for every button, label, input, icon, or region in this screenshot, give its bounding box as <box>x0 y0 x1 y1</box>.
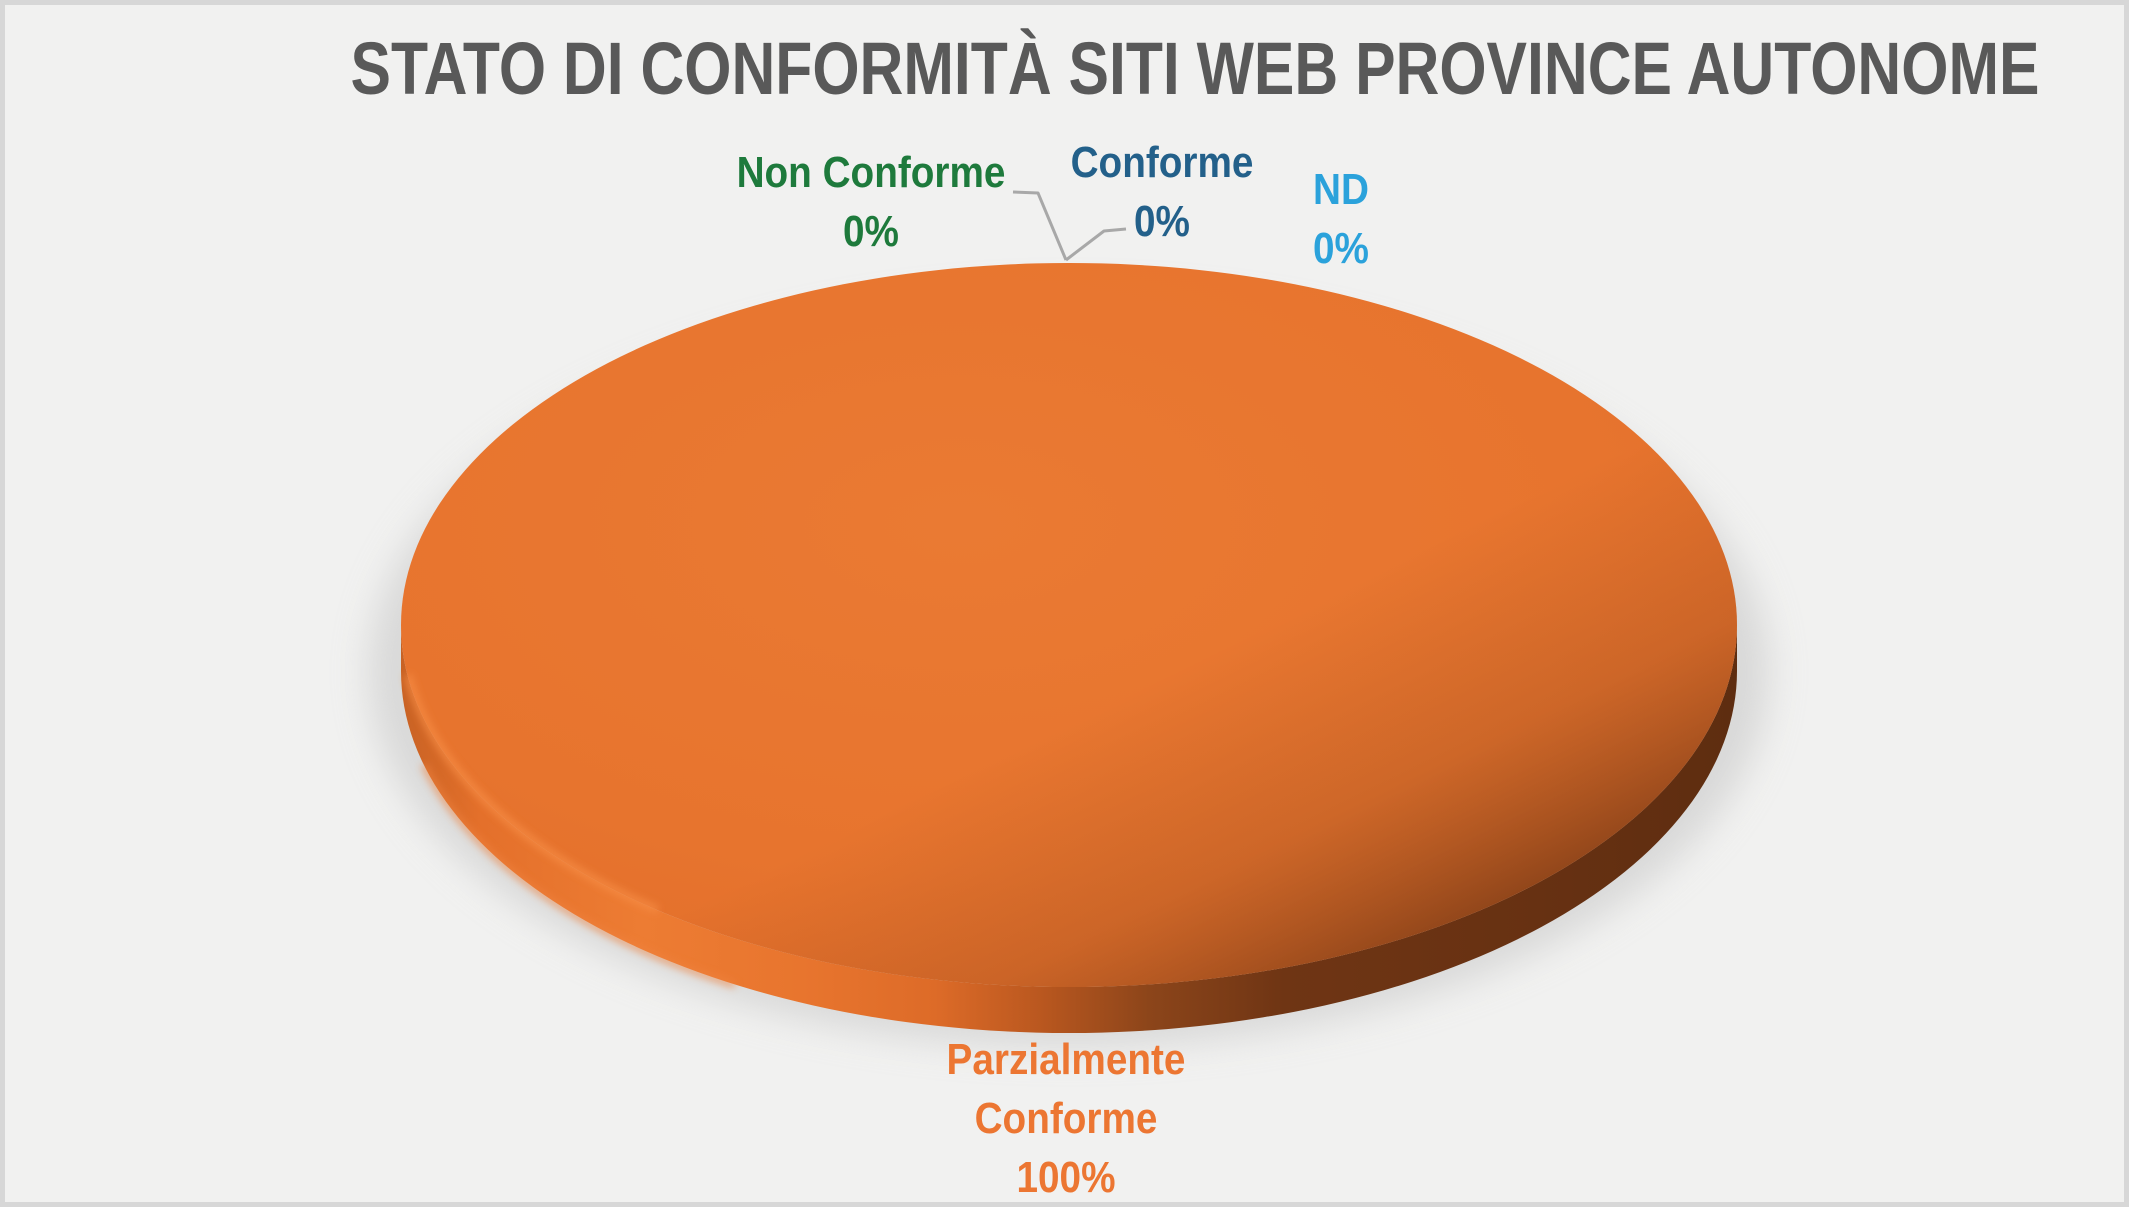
data-label-parzialmente-line2: Conforme <box>974 1094 1158 1143</box>
data-label-conforme-name: Conforme <box>1070 138 1254 187</box>
data-label-nd[interactable]: ND 0% <box>1313 160 1369 278</box>
chart-title[interactable]: STATO DI CONFORMITÀ SITI WEB PROVINCE AU… <box>350 27 2040 110</box>
data-label-parzialmente-line1: Parzialmente <box>946 1035 1186 1084</box>
data-label-non-conforme-pct: 0% <box>843 207 899 256</box>
data-label-parzialmente-conforme[interactable]: Parzialmente Conforme 100% <box>947 1030 1186 1207</box>
data-label-conforme-pct: 0% <box>1134 197 1190 246</box>
data-label-nd-name: ND <box>1313 165 1369 214</box>
leader-line-conforme <box>1065 227 1127 262</box>
data-label-non-conforme[interactable]: Non Conforme 0% <box>737 143 1006 261</box>
data-label-conforme[interactable]: Conforme 0% <box>1071 133 1254 251</box>
data-label-nd-pct: 0% <box>1313 224 1369 273</box>
leader-line-non-conforme <box>1012 190 1068 261</box>
pie-top-edge-highlight <box>404 674 660 914</box>
rim-highlight <box>421 763 736 988</box>
data-label-parzialmente-pct: 100% <box>1016 1153 1116 1202</box>
data-label-non-conforme-name: Non Conforme <box>736 148 1006 197</box>
pie-top-edge-shadow <box>401 263 1737 987</box>
